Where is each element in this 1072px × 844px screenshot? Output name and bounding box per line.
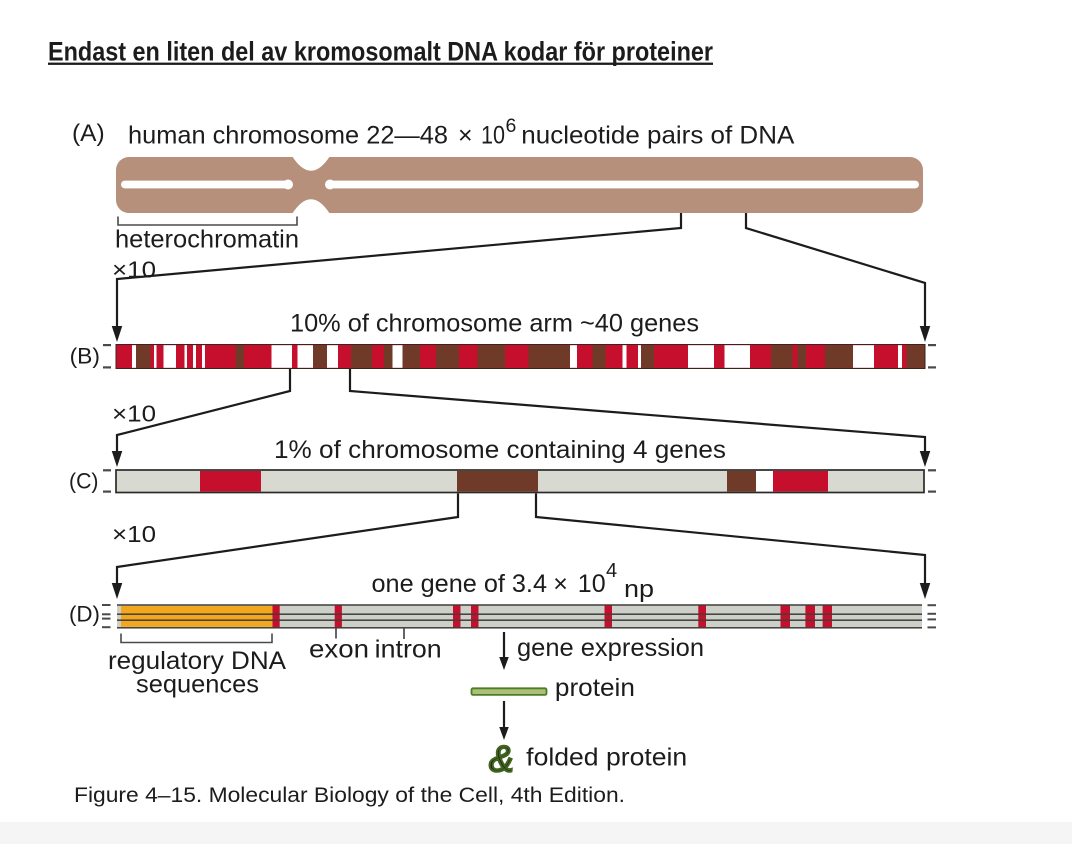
svg-text:exon: exon: [309, 635, 369, 663]
svg-text:(C): (C): [69, 469, 99, 494]
svg-text:10% of chromosome arm ~40 gene: 10% of chromosome arm ~40 genes: [290, 309, 699, 337]
svg-text:sequences: sequences: [136, 671, 259, 699]
svg-text:×10: ×10: [112, 521, 156, 547]
svg-text:(D): (D): [69, 602, 100, 627]
svg-text:(B): (B): [70, 344, 100, 369]
svg-text:heterochromatin: heterochromatin: [115, 226, 299, 254]
svg-text:one gene of 3.4: one gene of 3.4: [372, 570, 548, 598]
svg-text:protein: protein: [555, 674, 635, 702]
svg-text:&: &: [489, 739, 514, 780]
svg-text:Endast en liten del av kromoso: Endast en liten del av kromosomalt DNA k…: [48, 36, 713, 66]
svg-text:human chromosome 22—48: human chromosome 22—48: [128, 122, 448, 150]
svg-text:10: 10: [578, 570, 606, 598]
svg-text:×10: ×10: [112, 257, 156, 283]
svg-text:×: ×: [553, 570, 568, 598]
svg-text:nucleotide pairs of DNA: nucleotide pairs of DNA: [521, 122, 794, 150]
svg-text:folded protein: folded protein: [526, 744, 687, 772]
svg-text:Figure 4–15. Molecular Biology: Figure 4–15. Molecular Biology of the Ce…: [74, 784, 625, 807]
svg-text:gene expression: gene expression: [517, 634, 704, 662]
svg-text:intron: intron: [375, 635, 442, 663]
svg-text:regulatory DNA: regulatory DNA: [108, 647, 286, 675]
svg-text:6: 6: [506, 115, 517, 137]
svg-text:×10: ×10: [112, 401, 156, 427]
svg-text:×: ×: [458, 122, 473, 150]
svg-text:4: 4: [606, 560, 617, 582]
svg-text:10: 10: [481, 122, 505, 150]
svg-text:1% of chromosome containing 4: 1% of chromosome containing 4 genes: [274, 436, 726, 464]
svg-text:(A): (A): [72, 120, 105, 147]
svg-text:np: np: [624, 576, 654, 603]
